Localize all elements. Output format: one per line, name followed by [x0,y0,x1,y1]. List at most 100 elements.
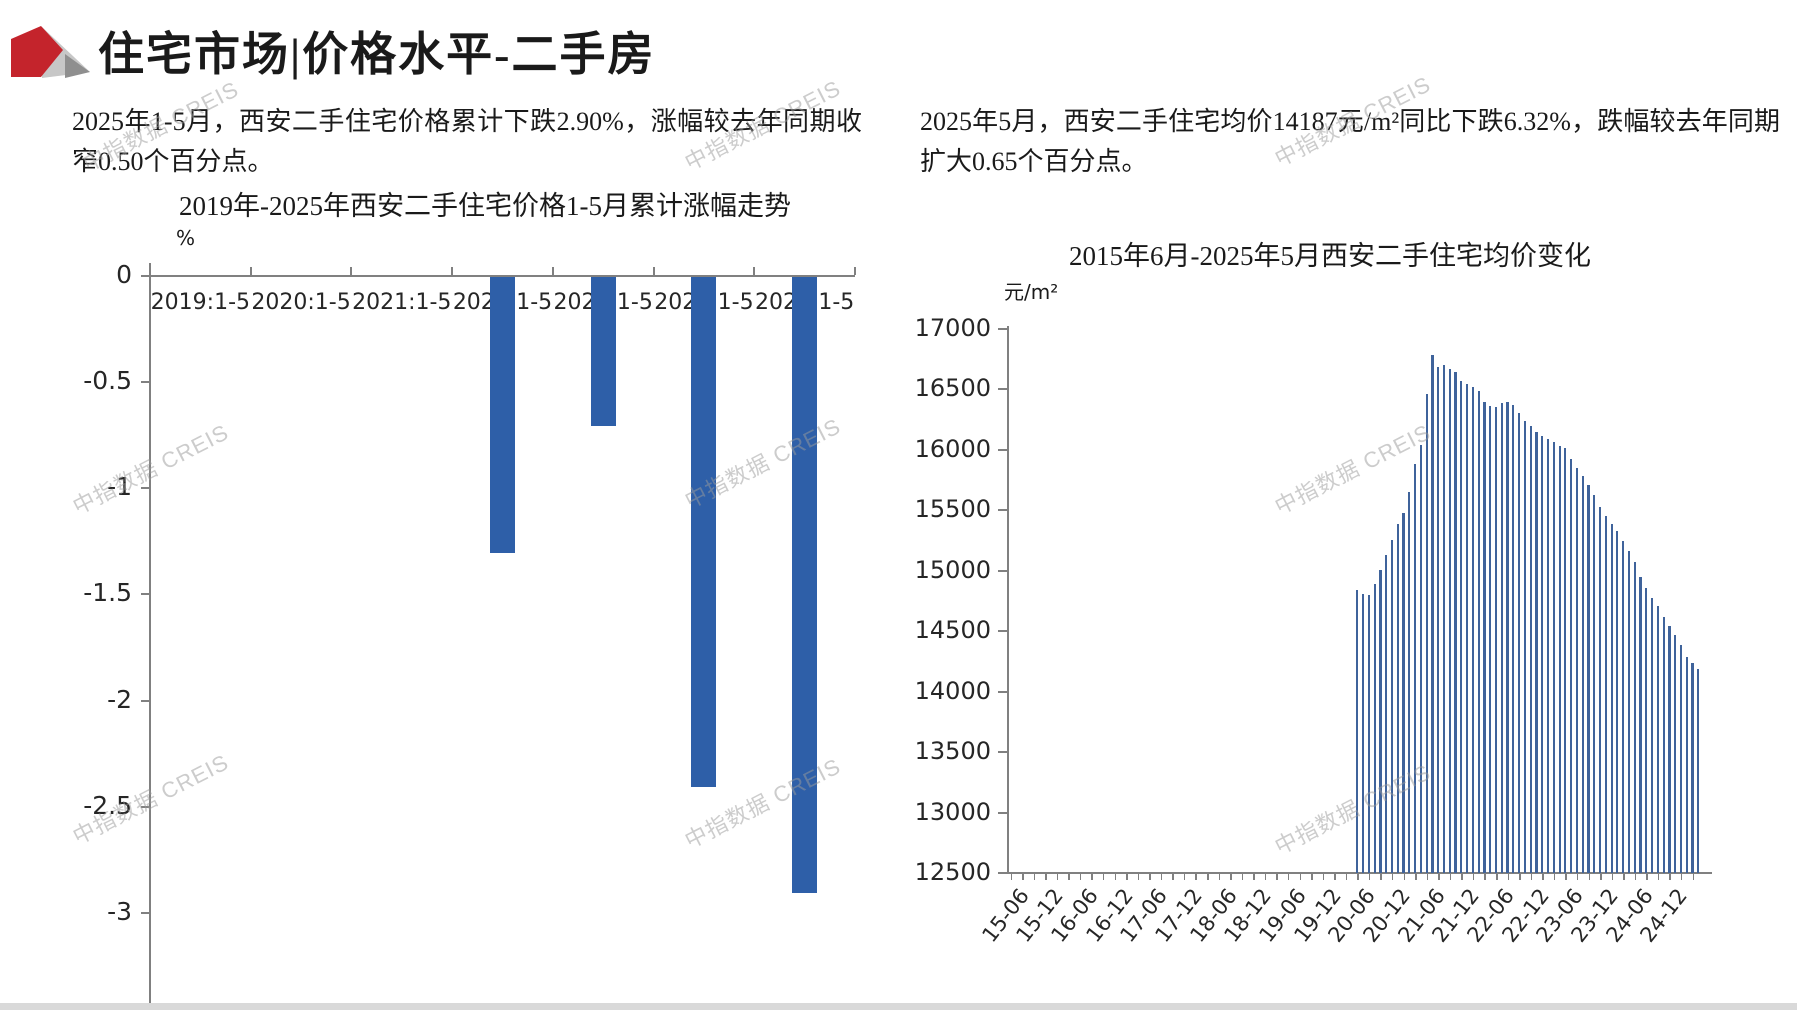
x-axis-tick [1022,873,1024,880]
price-bar [1546,438,1550,873]
price-bar [1541,435,1544,873]
price-bar [1396,524,1399,873]
price-bar [1448,369,1451,873]
left-summary-text: 2025年1-5月，西安二手住宅价格累计下跌2.90%，涨幅较去年同期收窄0.5… [72,107,862,176]
x-axis-tick [1368,873,1371,880]
price-bar [1494,407,1498,873]
price-bar [1633,561,1636,873]
price-bar [1454,371,1457,873]
price-bar [1402,513,1405,873]
price-bar [1466,383,1469,873]
price-bar [1650,598,1654,873]
category-label: 2021:1-5 [352,290,452,315]
x-axis-tick [1264,873,1267,880]
bar-2023:1-5 [590,277,616,426]
price-bar [1477,390,1480,873]
y-axis-tick [141,911,149,914]
logo-dark-gray-triangle [65,54,90,78]
price-bar [1627,550,1631,873]
y-axis-tick [998,509,1007,512]
page-title: 住宅市场|价格水平-二手房 [98,29,656,80]
price-bar [1523,420,1526,873]
x-axis-tick [1137,873,1140,880]
bar-2024:1-5 [691,277,717,787]
y-axis-tick [998,448,1007,451]
price-bar [1558,445,1561,873]
category-boundary-tick [854,267,856,275]
category-label: 2020:1-5 [251,290,351,315]
y-axis-tick [141,699,149,702]
price-bar [1425,393,1428,873]
category-boundary-tick [551,267,554,275]
x-axis-line [1007,872,1712,874]
x-axis-tick [1669,873,1671,880]
right-chart-title: 2015年6月-2025年5月西安二手住宅均价变化 [1069,241,1591,271]
x-axis-tick [1415,873,1417,880]
category-boundary-tick [350,267,353,275]
y-tick-label: -1.5 [83,578,132,608]
price-bar [1656,606,1659,873]
x-axis-tick [1680,873,1683,880]
right-summary-text: 2025年5月，西安二手住宅均价14187元/m²同比下跌6.32%，跌幅较去年… [920,107,1780,176]
x-axis-tick [1542,873,1544,880]
y-axis-tick [998,630,1007,633]
category-boundary-tick [753,267,756,275]
y-tick-label: 0 [116,260,132,289]
price-bar [1535,431,1538,873]
x-axis-tick [1519,873,1521,880]
creis-logo [11,26,90,78]
price-bar [1604,515,1607,873]
y-axis-tick [141,275,149,277]
x-axis-tick [1033,873,1036,880]
x-axis-tick [1230,873,1232,880]
x-axis-tick [1241,873,1244,880]
y-tick-label: 15000 [914,555,991,584]
price-bar [1697,669,1700,873]
y-tick-label: -2 [107,684,132,714]
price-bar [1471,386,1474,873]
price-bar [1414,464,1417,873]
price-bar [1361,593,1365,873]
x-axis-tick [1611,873,1614,880]
y-tick-label: 17000 [914,314,991,342]
y-tick-label: 15500 [914,495,991,524]
price-bar [1367,595,1370,873]
y-tick-label: -3 [107,896,132,926]
price-bar [1518,413,1521,873]
y-axis-tick [998,811,1007,814]
price-bar [1460,380,1463,873]
x-axis-tick [1391,873,1394,880]
price-bar [1581,476,1584,873]
x-axis-tick [1692,873,1695,880]
x-axis-tick [1056,873,1059,880]
y-tick-label: 13500 [914,737,991,766]
price-bar [1552,441,1555,873]
y-tick-label: 16000 [914,434,991,463]
x-axis-tick [1634,873,1637,880]
price-bar [1598,507,1602,873]
x-axis-tick [1461,873,1463,880]
price-bar [1587,485,1590,873]
x-axis-tick [1287,873,1290,880]
price-bar [1668,626,1671,873]
price-bar [1379,570,1382,873]
x-axis-tick [1496,873,1498,880]
category-boundary-tick [451,267,454,275]
x-axis-tick [1530,873,1533,880]
x-axis-tick [1600,873,1602,880]
y-axis-tick [998,872,1007,874]
x-axis-tick [1091,873,1093,880]
x-axis-tick [1657,873,1660,880]
y-axis-tick [141,593,149,596]
y-axis-tick [141,381,149,384]
right-chart-unit-label: 元/m² [1004,280,1059,304]
price-bar [1431,355,1434,873]
price-bar [1437,367,1440,873]
price-bar [1529,425,1532,873]
logo-red-shape [11,26,63,77]
y-axis-tick [141,805,149,808]
price-bar [1356,589,1359,873]
x-axis-tick [1403,873,1406,880]
